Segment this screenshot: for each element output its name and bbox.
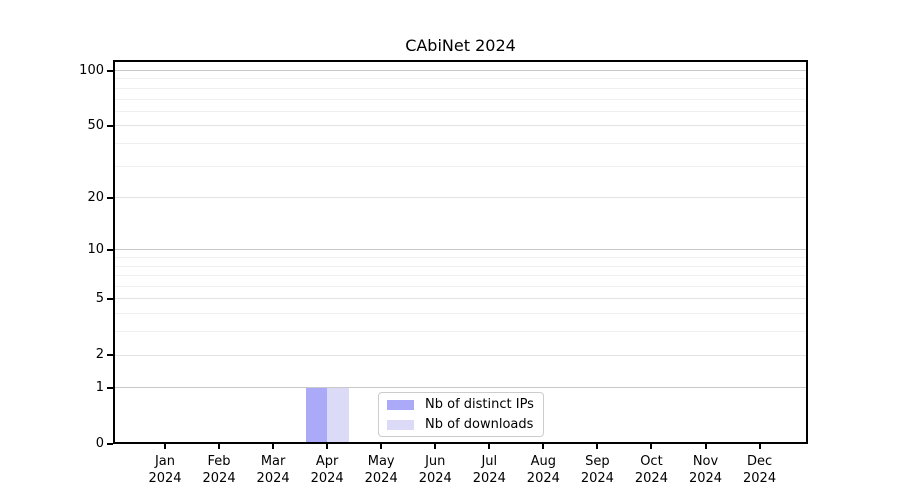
gridline-minor bbox=[115, 165, 806, 167]
x-axis-tick bbox=[758, 444, 761, 449]
x-axis-tick bbox=[326, 444, 329, 449]
legend-swatch-distinct-ips bbox=[387, 399, 414, 410]
y-axis-tick bbox=[107, 196, 113, 199]
x-axis-tick-label: Jun 2024 bbox=[418, 454, 452, 486]
x-axis-tick bbox=[434, 444, 437, 449]
y-axis-tick bbox=[107, 69, 113, 72]
x-axis-tick-label: Jan 2024 bbox=[148, 454, 182, 486]
y-axis-tick-label: 100 bbox=[79, 62, 104, 78]
y-axis-tick bbox=[107, 354, 113, 357]
x-axis-tick bbox=[272, 444, 275, 449]
plot-area bbox=[113, 60, 808, 444]
x-axis-tick bbox=[704, 444, 707, 449]
gridline-mid bbox=[115, 125, 806, 127]
y-axis-tick bbox=[107, 248, 113, 251]
x-axis-tick-label: Sep 2024 bbox=[580, 454, 614, 486]
y-axis-tick bbox=[107, 297, 113, 300]
chart-title: CAbiNet 2024 bbox=[405, 36, 516, 55]
y-axis-tick-label: 50 bbox=[87, 117, 104, 133]
y-axis-tick-label: 20 bbox=[87, 189, 104, 205]
gridline-minor bbox=[115, 78, 806, 80]
x-axis-tick-label: Mar 2024 bbox=[256, 454, 290, 486]
gridline-minor bbox=[115, 275, 806, 277]
gridline-major bbox=[115, 70, 806, 71]
bar-distinct_ips bbox=[305, 387, 328, 443]
gridline-major bbox=[115, 387, 806, 389]
gridline-minor bbox=[115, 257, 806, 259]
x-axis-tick-label: Apr 2024 bbox=[310, 454, 344, 486]
bar-downloads bbox=[327, 387, 349, 443]
x-axis-tick bbox=[488, 444, 491, 449]
x-axis-tick-label: Nov 2024 bbox=[688, 454, 723, 486]
gridline-minor bbox=[115, 331, 806, 333]
gridline-minor bbox=[115, 110, 806, 112]
gridline-mid bbox=[115, 298, 806, 300]
gridline-minor bbox=[115, 265, 806, 267]
x-axis-tick bbox=[650, 444, 653, 449]
x-axis-tick-label: Jul 2024 bbox=[472, 454, 506, 486]
y-axis-tick-label: 1 bbox=[95, 379, 104, 395]
gridline-minor bbox=[115, 313, 806, 315]
x-axis-tick bbox=[380, 444, 383, 449]
y-axis-tick-label: 10 bbox=[87, 241, 104, 257]
x-axis-tick bbox=[596, 444, 599, 449]
gridline-minor bbox=[115, 87, 806, 89]
x-axis-tick bbox=[542, 444, 545, 449]
legend-swatch-downloads bbox=[387, 419, 414, 430]
gridline-major bbox=[115, 249, 806, 251]
gridline-mid bbox=[115, 197, 806, 199]
x-axis-tick bbox=[164, 444, 166, 449]
gridline-minor bbox=[115, 286, 806, 288]
y-axis-tick bbox=[107, 386, 113, 389]
x-axis-tick-label: Aug 2024 bbox=[526, 454, 560, 486]
y-axis-tick-label: 0 bbox=[95, 436, 104, 451]
x-axis-tick-label: Dec 2024 bbox=[743, 454, 777, 486]
y-axis-tick-label: 5 bbox=[95, 290, 104, 306]
legend: Nb of distinct IPs Nb of downloads bbox=[378, 392, 544, 437]
legend-item-downloads: Nb of downloads bbox=[379, 416, 543, 433]
legend-item-distinct-ips: Nb of distinct IPs bbox=[379, 396, 543, 413]
y-axis-tick-label: 2 bbox=[95, 347, 104, 363]
x-axis-tick bbox=[218, 444, 221, 449]
y-axis-tick bbox=[107, 124, 113, 127]
y-axis-tick bbox=[107, 443, 113, 445]
x-axis-tick-label: Oct 2024 bbox=[634, 454, 668, 486]
gridline-mid bbox=[115, 354, 806, 356]
legend-label-distinct-ips: Nb of distinct IPs bbox=[425, 397, 534, 412]
x-axis-tick-label: May 2024 bbox=[364, 454, 398, 486]
gridline-minor bbox=[115, 142, 806, 144]
legend-label-downloads: Nb of downloads bbox=[425, 417, 534, 432]
x-axis-tick-label: Feb 2024 bbox=[202, 454, 236, 486]
gridline-minor bbox=[115, 98, 806, 100]
